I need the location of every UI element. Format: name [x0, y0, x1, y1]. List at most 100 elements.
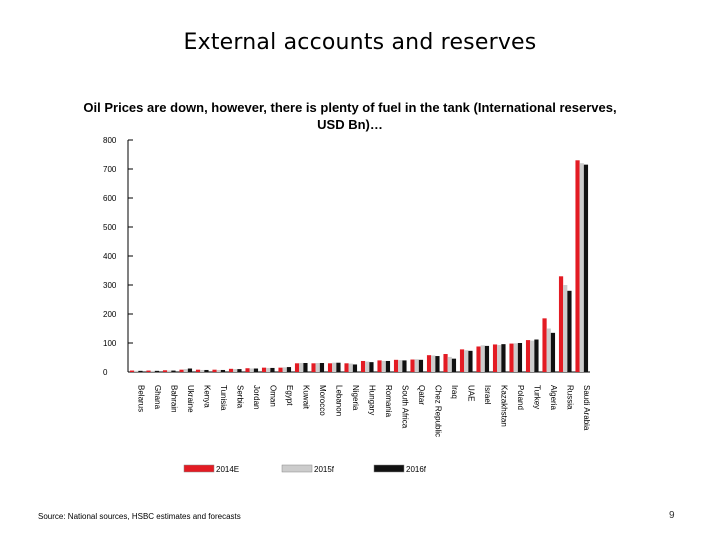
x-tick-label: Kenya — [202, 385, 211, 408]
bar-2015f-kuwait — [299, 363, 304, 372]
x-tick-label: Algeria — [549, 385, 558, 410]
bar-2016f-jordan — [253, 368, 259, 372]
bar-2014E-egypt — [278, 367, 283, 372]
bar-2016f-ukraine — [187, 368, 193, 372]
bar-2014E-oman — [261, 367, 267, 372]
bar-2014E-russia — [558, 276, 564, 372]
page-number: 9 — [669, 510, 675, 521]
bar-2015f-belarus — [134, 370, 139, 372]
bar-2015f-romania — [381, 360, 386, 372]
bar-2015f-russia — [563, 285, 568, 372]
bar-2016f-poland — [517, 343, 523, 372]
x-tick-label: Israel — [483, 385, 492, 405]
x-tick-label: Saudi Arabia — [582, 385, 591, 431]
bar-2014E-serbia — [228, 368, 234, 372]
x-tick-label: Serbia — [235, 385, 244, 409]
bar-2014E-romania — [377, 360, 382, 372]
x-tick-label: Kazakhstan — [499, 385, 508, 427]
bar-2014E-saudi-arabia — [575, 160, 580, 372]
x-tick-label: Tunisia — [219, 385, 228, 411]
bar-2014E-qatar — [410, 359, 415, 372]
bar-2015f-ghana — [150, 370, 155, 372]
y-tick-label: 200 — [103, 310, 117, 319]
y-tick-label: 700 — [103, 165, 117, 174]
bar-2014E-israel — [476, 346, 481, 372]
bar-2016f-turkey — [534, 339, 539, 372]
x-tick-label: Qatar — [417, 385, 426, 405]
bar-2015f-tunisia — [216, 369, 221, 372]
bar-2016f-algeria — [550, 332, 556, 372]
y-tick-label: 300 — [103, 281, 117, 290]
bar-2015f-hungary — [365, 361, 370, 372]
bar-2014E-chez-republic — [426, 355, 432, 372]
bar-2015f-poland — [513, 343, 518, 372]
bar-2016f-south-africa — [402, 360, 407, 372]
bar-2016f-saudi-arabia — [583, 164, 589, 372]
chart-title: Oil Prices are down, however, there is p… — [83, 100, 617, 132]
bar-2014E-morocco — [311, 363, 316, 372]
bar-2015f-bahrain — [167, 370, 172, 372]
bar-2014E-lebanon — [327, 363, 333, 372]
x-tick-label: South Africa — [400, 385, 409, 429]
bar-2014E-nigeria — [344, 363, 349, 372]
legend-swatch — [373, 464, 405, 473]
bar-2014E-jordan — [245, 368, 250, 372]
bar-2016f-uae — [468, 350, 473, 372]
x-tick-label: Ghana — [153, 385, 162, 410]
bar-2015f-ukraine — [183, 369, 188, 372]
bar-2015f-egypt — [282, 367, 287, 372]
bar-2014E-kazakhstan — [492, 344, 498, 372]
legend-label: 2014E — [216, 465, 239, 474]
y-tick-label: 400 — [103, 252, 117, 261]
bar-2014E-turkey — [525, 340, 531, 372]
x-tick-label: Ukraine — [186, 385, 195, 413]
x-tick-label: Lebanon — [334, 385, 343, 416]
bar-2016f-kazakhstan — [501, 344, 506, 372]
bar-2016f-russia — [567, 290, 572, 372]
bar-2015f-nigeria — [348, 363, 353, 372]
bar-2016f-ghana — [154, 370, 160, 372]
x-tick-label: Chez Republic — [433, 385, 442, 437]
bar-2016f-hungary — [369, 362, 374, 372]
bar-2015f-oman — [266, 367, 271, 372]
bar-2015f-qatar — [414, 359, 419, 372]
bar-2014E-belarus — [129, 370, 135, 372]
bar-2014E-poland — [509, 343, 514, 372]
x-tick-label: Belarus — [136, 385, 145, 412]
x-tick-label: Morocco — [318, 385, 327, 416]
x-tick-label: Hungary — [367, 385, 376, 415]
x-tick-label: Romania — [384, 385, 393, 418]
bar-2014E-south-africa — [393, 359, 399, 372]
legend-swatch — [183, 464, 215, 473]
bar-2016f-kuwait — [303, 363, 308, 372]
bar-2015f-kazakhstan — [497, 345, 502, 372]
bar-2016f-morocco — [319, 363, 325, 372]
slide-title: External accounts and reserves — [183, 30, 537, 55]
bar-2016f-romania — [385, 360, 391, 372]
bar-2016f-oman — [270, 367, 275, 372]
bar-2016f-nigeria — [352, 364, 358, 372]
x-tick-label: Egypt — [285, 385, 294, 406]
bar-2014E-uae — [459, 349, 465, 372]
x-tick-label: Bahrain — [169, 385, 178, 413]
bar-2016f-serbia — [237, 369, 242, 372]
bar-2014E-kenya — [195, 369, 201, 372]
x-tick-label: UAE — [466, 385, 475, 401]
x-tick-label: Oman — [268, 385, 277, 407]
y-tick-label: 600 — [103, 194, 117, 203]
bar-2015f-iraq — [447, 356, 452, 372]
bar-2014E-tunisia — [212, 369, 217, 372]
bar-2015f-israel — [480, 345, 485, 372]
bar-2016f-kenya — [204, 369, 209, 372]
x-tick-label: Kuwait — [301, 385, 310, 410]
x-tick-label: Turkey — [532, 385, 541, 409]
bar-2016f-iraq — [451, 358, 457, 372]
bar-2015f-jordan — [249, 368, 254, 372]
legend-swatch — [281, 464, 313, 473]
bar-2016f-egypt — [286, 367, 292, 372]
bar-2015f-algeria — [546, 328, 551, 372]
bar-2014E-ghana — [146, 370, 151, 372]
legend-label: 2016f — [406, 465, 427, 474]
bar-2015f-south-africa — [398, 360, 403, 372]
